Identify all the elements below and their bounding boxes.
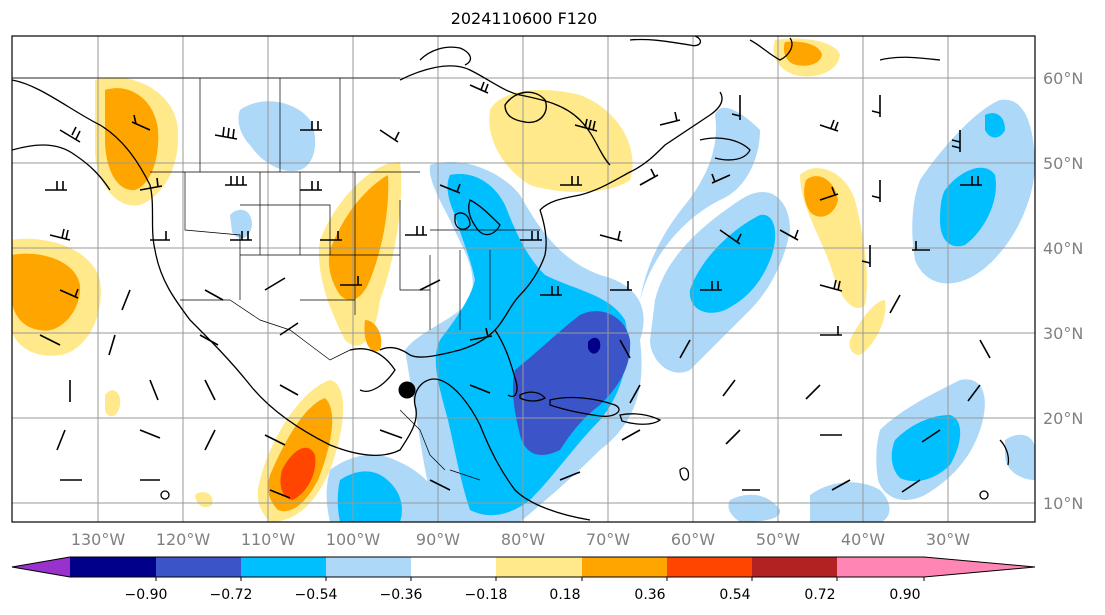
map-frame xyxy=(11,35,1036,523)
map-title: 2024110600 F120 xyxy=(450,9,598,28)
colorbar-segment xyxy=(496,557,582,577)
colorbar-segment xyxy=(667,557,752,577)
lon-label: 130°W xyxy=(71,530,126,549)
lon-label: 40°W xyxy=(841,530,885,549)
lon-label: 30°W xyxy=(926,530,970,549)
storm-center-marker xyxy=(398,381,416,399)
colorbar-segment xyxy=(837,557,924,577)
colorbar-segment xyxy=(326,557,411,577)
colorbar-tick-label: 0.18 xyxy=(549,587,580,603)
lon-label: 90°W xyxy=(416,530,460,549)
colorbar-segment xyxy=(411,557,496,577)
colorbar-tick-label: −0.36 xyxy=(380,587,423,603)
colorbar-tick-label: 0.72 xyxy=(804,587,835,603)
lat-label: 10°N xyxy=(1043,494,1083,513)
lon-label: 70°W xyxy=(586,530,630,549)
colorbar-tick-label: 0.36 xyxy=(634,587,665,603)
colorbar-tick-label: 0.90 xyxy=(889,587,920,603)
colorbar-extend-low xyxy=(12,557,70,577)
lat-label: 40°N xyxy=(1043,239,1083,258)
colorbar-tick-label: −0.72 xyxy=(210,587,253,603)
colorbar-segment xyxy=(241,557,326,577)
longitude-labels: 130°W 120°W 110°W 100°W 90°W 80°W 70°W 6… xyxy=(71,530,970,549)
colorbar-segment xyxy=(582,557,667,577)
lon-label: 80°W xyxy=(501,530,545,549)
colorbar-segment xyxy=(752,557,837,577)
calm-wind-circle xyxy=(160,490,170,500)
lat-label: 30°N xyxy=(1043,324,1083,343)
lon-label: 50°W xyxy=(756,530,800,549)
lat-label: 60°N xyxy=(1043,69,1083,88)
colorbar-tick-label: 0.54 xyxy=(719,587,750,603)
calm-wind-circle xyxy=(979,490,989,500)
colorbar: −0.90 −0.72 −0.54 −0.36 −0.18 0.18 0.36 … xyxy=(11,556,1036,603)
colorbar-segment xyxy=(70,557,156,577)
wind-barbs xyxy=(39,81,991,499)
lon-label: 120°W xyxy=(156,530,211,549)
colorbar-extend-high xyxy=(924,557,1035,577)
lon-label: 110°W xyxy=(241,530,296,549)
coastlines xyxy=(12,36,1010,521)
colorbar-tick-label: −0.90 xyxy=(125,587,168,603)
lon-label: 100°W xyxy=(326,530,381,549)
contour-line xyxy=(504,91,547,124)
lat-label: 50°N xyxy=(1043,154,1083,173)
latitude-labels: 60°N 50°N 40°N 30°N 20°N 10°N xyxy=(1043,69,1083,513)
colorbar-segment xyxy=(156,557,241,577)
colorbar-tick-label: −0.54 xyxy=(295,587,338,603)
colorbar-tick-label: −0.18 xyxy=(465,587,508,603)
lat-label: 20°N xyxy=(1043,409,1083,428)
lon-label: 60°W xyxy=(671,530,715,549)
